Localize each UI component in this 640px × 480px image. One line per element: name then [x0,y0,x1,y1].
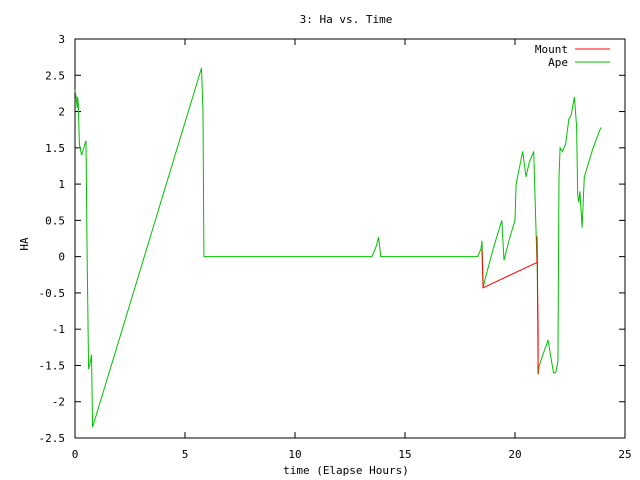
legend-label-ape: Ape [548,56,568,69]
x-axis-label: time (Elapse Hours) [283,464,409,477]
series-line-mount [481,236,539,375]
series-line-ape [74,67,602,428]
chart-title: 3: Ha vs. Time [300,13,393,26]
y-tick-label: 1.5 [45,142,65,155]
y-tick-label: -2.5 [39,432,66,445]
plot-frame [74,38,626,439]
x-tick-label: 0 [72,448,79,461]
legend-label-mount: Mount [535,43,568,56]
y-tick-label: 2 [58,106,65,119]
y-tick-label: 1 [58,178,65,191]
x-tick-label: 15 [398,448,411,461]
x-tick-label: 20 [508,448,521,461]
y-axis-label: HA [18,237,31,251]
y-tick-label: -2 [52,396,65,409]
y-tick-label: 2.5 [45,69,65,82]
y-tick-label: -0.5 [39,287,66,300]
y-tick-label: 0.5 [45,214,65,227]
y-tick-label: -1 [52,323,65,336]
y-tick-label: 3 [58,33,65,46]
x-tick-label: 25 [618,448,631,461]
x-tick-label: 5 [182,448,189,461]
x-tick-label: 10 [288,448,301,461]
y-tick-label: -1.5 [39,359,66,372]
y-tick-label: 0 [58,251,65,264]
